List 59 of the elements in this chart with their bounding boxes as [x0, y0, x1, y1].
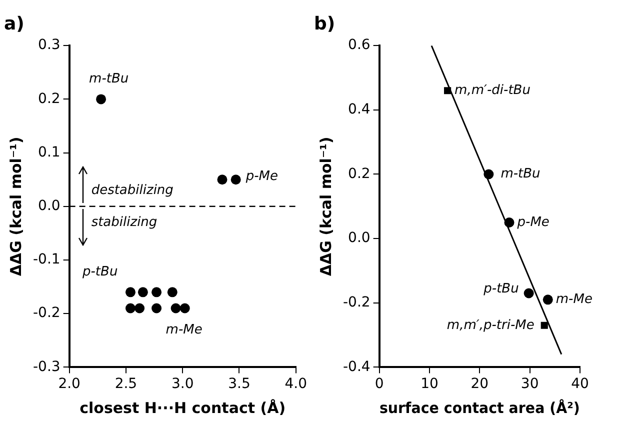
annotation: m-Me [166, 322, 202, 338]
x-axis-title: surface contact area (Å²) [379, 398, 580, 417]
y-tick-label: -0.2 [32, 305, 60, 322]
point [125, 287, 136, 298]
x-tick-label: 20 [470, 376, 489, 392]
annotation: stabilizing [91, 214, 158, 230]
point [524, 288, 534, 298]
y-tick-label: -0.3 [32, 358, 60, 375]
x-tick-label: 4.0 [284, 376, 307, 392]
chart-title: b) [314, 13, 336, 34]
annotation: m,m′-di-tBu [454, 83, 530, 98]
y-tick-label: -0.2 [342, 294, 370, 311]
annotation: m,m′,p-tri-Me [446, 318, 534, 333]
point [125, 303, 136, 314]
y-tick-label: 0.3 [38, 37, 60, 54]
point [134, 303, 145, 314]
x-axis-title: closest H···H contact (Å) [80, 398, 286, 417]
y-tick-label: 0.6 [348, 37, 370, 54]
y-tick-label: -0.4 [342, 358, 370, 375]
point [96, 94, 106, 104]
y-axis-title: ΔΔG (kcal mol⁻¹) [316, 136, 335, 276]
annotation: m-Me [556, 292, 592, 308]
x-tick-label: 2.0 [58, 376, 80, 392]
point [444, 87, 452, 94]
x-tick-label: 10 [420, 376, 438, 392]
y-tick-label: -0.1 [32, 252, 60, 268]
point [504, 217, 514, 228]
x-tick-label: 40 [571, 376, 589, 392]
annotation: p-tBu [81, 264, 118, 280]
y-axis-title: ΔΔG (kcal mol⁻¹) [6, 136, 25, 276]
point [484, 169, 494, 180]
annotation: p-Me [516, 214, 550, 230]
y-tick-label: 0.0 [38, 198, 60, 214]
annotation: m-tBu [89, 72, 129, 87]
point [152, 303, 162, 314]
point [230, 174, 241, 185]
chart-title: a) [4, 13, 24, 34]
y-tick-label: 0.0 [348, 230, 370, 246]
y-tick-label: 0.2 [348, 166, 370, 182]
y-tick-label: 0.4 [348, 102, 370, 118]
x-tick-label: 2.5 [114, 376, 138, 392]
y-tick-label: 0.2 [38, 90, 60, 107]
point [170, 303, 181, 314]
annotation: m-tBu [500, 166, 540, 182]
x-tick-label: 30 [520, 376, 539, 392]
point [542, 294, 553, 305]
point [540, 322, 548, 329]
x-tick-label: 3.5 [228, 376, 250, 392]
annotation: p-Me [244, 168, 278, 184]
y-tick-label: 0.1 [38, 144, 60, 160]
x-tick-label: 0 [374, 376, 384, 392]
point [138, 287, 148, 298]
annotation: destabilizing [91, 182, 174, 198]
x-tick-label: 3.0 [171, 376, 194, 392]
point [152, 287, 162, 298]
annotation: p-tBu [482, 282, 519, 297]
point [217, 174, 228, 185]
point [167, 287, 178, 298]
point [180, 303, 190, 314]
